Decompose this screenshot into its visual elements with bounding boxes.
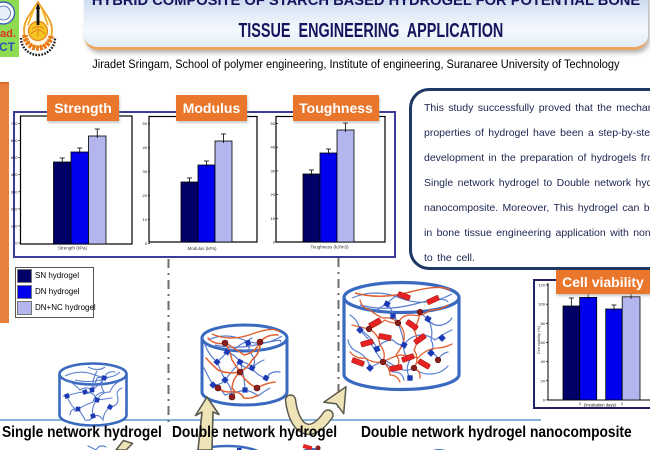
svg-text:300: 300 [11, 189, 18, 194]
svg-text:ad.: ad. [0, 28, 16, 40]
svg-text:100: 100 [11, 223, 18, 228]
svg-text:10: 10 [271, 216, 276, 221]
svg-text:CT: CT [0, 40, 16, 54]
svg-text:40: 40 [143, 145, 148, 150]
svg-text:20: 20 [271, 192, 276, 197]
svg-text:400: 400 [11, 172, 18, 177]
svg-text:(incubation days): (incubation days) [584, 403, 616, 408]
svg-text:40: 40 [271, 145, 276, 150]
svg-text:Cell viability (%): Cell viability (%) [536, 325, 541, 354]
svg-text:60: 60 [541, 340, 546, 345]
svg-text:20: 20 [143, 193, 148, 198]
svg-text:2: 2 [579, 401, 582, 406]
svg-text:20: 20 [541, 378, 546, 383]
svg-text:200: 200 [11, 206, 18, 211]
svg-text:0: 0 [273, 240, 276, 245]
svg-text:2: 2 [621, 401, 624, 406]
svg-text:0: 0 [543, 398, 546, 403]
svg-text:10: 10 [143, 217, 148, 222]
svg-text:40: 40 [541, 359, 546, 364]
svg-text:500: 500 [11, 155, 18, 160]
svg-text:50: 50 [271, 121, 276, 126]
svg-text:120: 120 [538, 283, 545, 288]
svg-text:Strength (kPa): Strength (kPa) [58, 246, 88, 251]
svg-text:0: 0 [145, 241, 148, 246]
svg-text:80: 80 [541, 321, 546, 326]
svg-text:30: 30 [271, 168, 276, 173]
svg-text:100: 100 [538, 302, 545, 307]
svg-text:30: 30 [143, 169, 148, 174]
svg-text:700: 700 [11, 121, 18, 126]
svg-text:50: 50 [143, 121, 148, 126]
svg-text:Toughness (kJ/m3): Toughness (kJ/m3) [310, 245, 349, 250]
svg-text:Modulus (kPa): Modulus (kPa) [187, 246, 217, 251]
svg-text:0: 0 [15, 241, 18, 246]
svg-text:600: 600 [11, 138, 18, 143]
